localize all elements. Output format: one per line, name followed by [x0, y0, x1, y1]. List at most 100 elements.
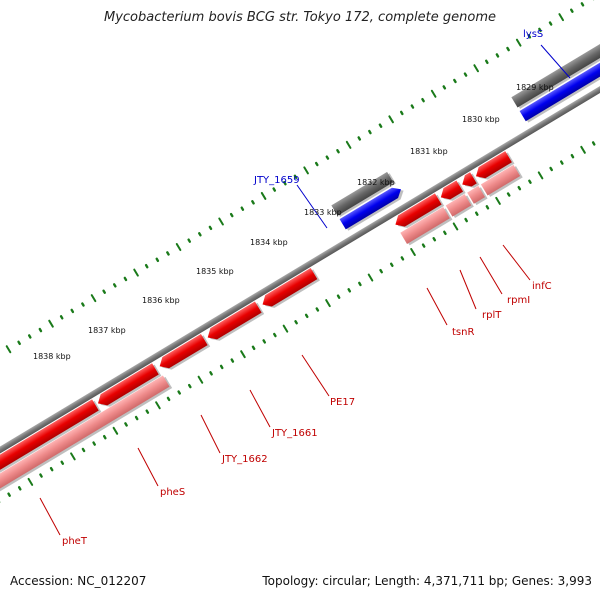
callout-line	[249, 389, 271, 428]
tick-mark	[484, 59, 489, 65]
gene-label-phes: pheS	[160, 487, 185, 498]
tick-mark	[282, 324, 289, 333]
tick-mark	[421, 97, 425, 103]
tick-mark	[485, 205, 490, 210]
tick-mark	[336, 149, 340, 154]
tick-mark	[175, 243, 182, 252]
callout-line	[137, 447, 159, 487]
callout-line	[540, 44, 571, 79]
tick-mark	[262, 339, 267, 344]
gene-label-lyss: lysS	[523, 29, 543, 40]
kbp-label: 1834 kbp	[250, 238, 288, 247]
tick-mark	[549, 166, 554, 172]
kbp-label: 1829 kbp	[516, 83, 554, 92]
gene-tsnR	[395, 193, 445, 228]
tick-mark	[70, 452, 76, 461]
gene-label-jty-1659: JTY_1659	[253, 175, 300, 186]
tick-mark	[345, 140, 352, 149]
kbp-label: 1836 kbp	[142, 296, 180, 305]
gene-label-pe17: PE17	[330, 397, 355, 408]
gene-light	[400, 207, 453, 246]
tick-mark	[134, 415, 139, 421]
tick-mark	[177, 390, 181, 395]
tick-mark	[102, 434, 107, 440]
gene-tracks	[0, 25, 600, 501]
tick-mark	[432, 236, 437, 242]
kbp-label: 1832 kbp	[357, 178, 395, 187]
callout-line	[426, 287, 448, 326]
kbp-label: 1833 kbp	[304, 208, 342, 217]
tick-mark	[17, 340, 21, 346]
tick-mark	[580, 2, 585, 7]
callout-line	[502, 244, 531, 281]
tick-mark	[303, 166, 309, 175]
tick-mark	[325, 155, 330, 160]
tick-mark	[537, 171, 544, 180]
tick-mark	[538, 27, 542, 33]
tick-mark	[527, 34, 532, 39]
kbp-label: 1835 kbp	[196, 267, 234, 276]
tick-mark	[27, 334, 32, 339]
callout-line	[200, 414, 221, 454]
tick-mark	[198, 232, 202, 237]
tick-mark	[283, 180, 287, 186]
tick-mark	[208, 225, 213, 231]
tick-mark	[367, 273, 374, 282]
gene-jty1661	[207, 301, 265, 341]
tick-mark	[187, 383, 192, 389]
tick-mark	[442, 85, 447, 90]
tick-mark	[197, 375, 204, 384]
tick-mark	[145, 409, 150, 414]
tick-mark	[560, 160, 564, 165]
tick-mark	[580, 145, 586, 154]
tick-mark	[389, 262, 394, 268]
tick-mark	[293, 174, 298, 180]
tick-mark	[229, 212, 234, 218]
tick-mark	[495, 196, 501, 205]
outer-tick-ring	[5, 0, 595, 354]
tick-mark	[112, 283, 117, 288]
tick-mark	[515, 38, 522, 47]
tick-mark	[155, 257, 160, 263]
tick-mark	[463, 72, 468, 77]
gene-pheS	[97, 363, 162, 407]
tick-mark	[570, 8, 574, 13]
callout-line	[479, 256, 503, 295]
tick-mark	[464, 217, 468, 223]
tick-mark	[315, 307, 320, 312]
tick-mark	[240, 350, 246, 359]
tick-mark	[399, 110, 404, 116]
callout-line	[459, 269, 477, 310]
kbp-labels: 1829 kbp 1830 kbp 1831 kbp 1832 kbp 1833 kbp…	[33, 83, 554, 361]
gene-context	[511, 25, 600, 109]
tick-mark	[506, 46, 510, 52]
callout-line	[301, 354, 330, 397]
kbp-label: 1838 kbp	[33, 352, 71, 361]
tick-mark	[358, 281, 362, 287]
tick-mark	[187, 238, 192, 243]
gene-PE17	[262, 268, 320, 308]
tick-mark	[443, 230, 447, 236]
tick-mark	[410, 104, 415, 109]
gene-jty1662	[159, 333, 211, 370]
gene-light	[480, 164, 523, 197]
tick-mark	[379, 268, 383, 274]
tick-mark	[548, 21, 553, 26]
gene-lysS	[519, 42, 600, 123]
gene-label-rpmi: rpmI	[507, 295, 530, 306]
gene-rplT	[440, 180, 466, 201]
tick-mark	[48, 319, 54, 328]
gene-label-jty-1661: JTY_1661	[271, 428, 318, 439]
tick-mark	[90, 294, 97, 303]
gene-rpmI	[462, 172, 480, 188]
genome-backbone	[0, 55, 600, 474]
callout-line	[39, 497, 61, 536]
gene-light	[467, 185, 488, 206]
gene-label-infc: infC	[532, 281, 552, 292]
gene-label-jty-1662: JTY_1662	[221, 454, 268, 465]
gene-pheT	[0, 399, 102, 483]
accession-text: Accession: NC_012207	[10, 574, 147, 588]
tick-mark	[17, 486, 22, 491]
tick-mark	[59, 315, 64, 320]
